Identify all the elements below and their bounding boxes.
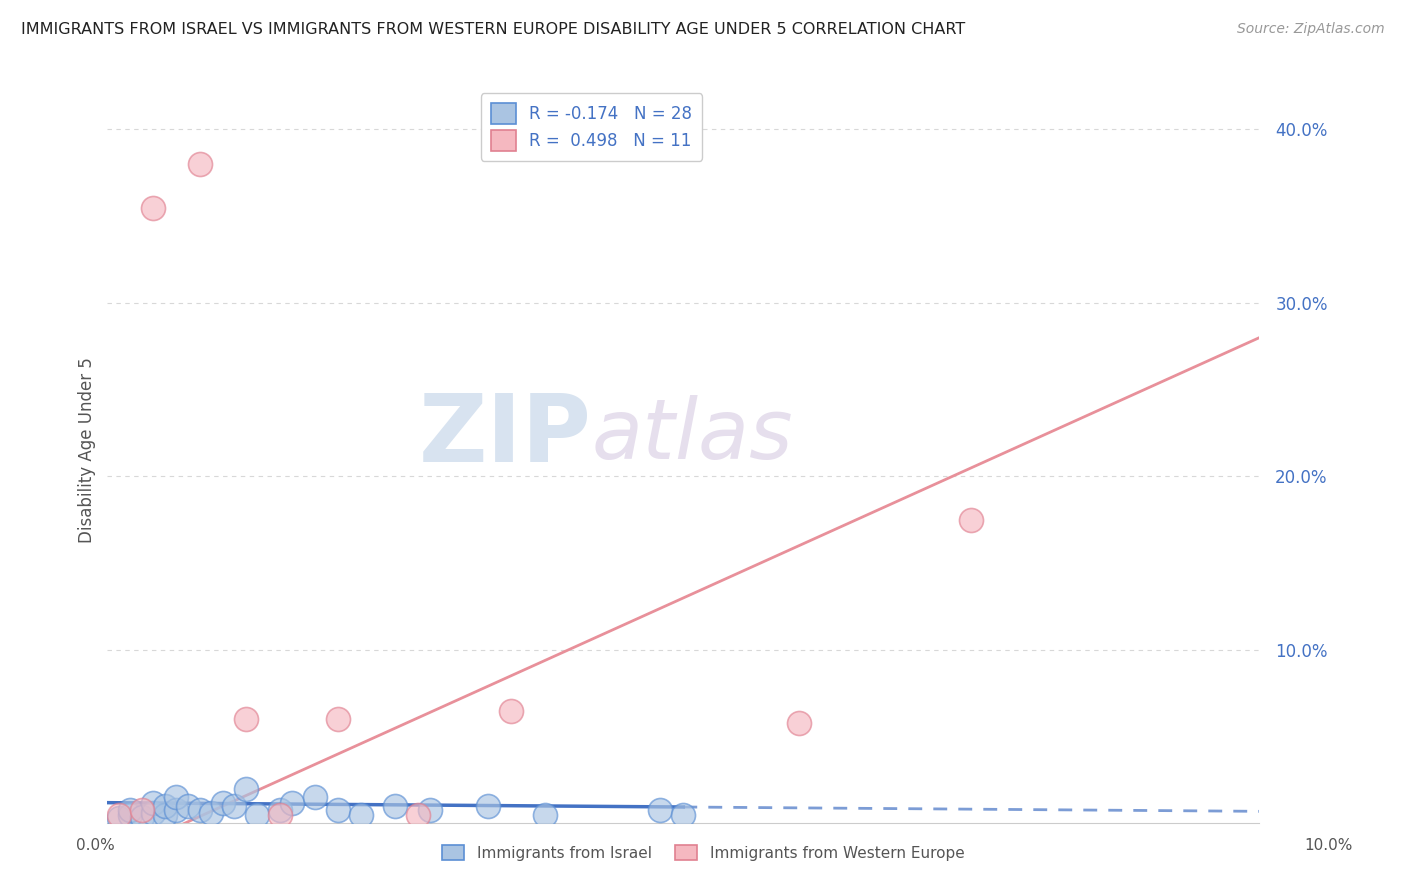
Y-axis label: Disability Age Under 5: Disability Age Under 5 — [79, 358, 96, 543]
Point — [269, 807, 291, 822]
Legend: R = -0.174   N = 28, R =  0.498   N = 11: R = -0.174 N = 28, R = 0.498 N = 11 — [481, 94, 702, 161]
Text: atlas: atlas — [591, 395, 793, 476]
Point — [166, 790, 188, 805]
Point — [131, 803, 153, 817]
Point — [108, 807, 131, 822]
Text: 0.0%: 0.0% — [76, 838, 115, 853]
Point — [188, 803, 211, 817]
Point — [419, 803, 441, 817]
Point — [280, 796, 302, 810]
Point — [153, 807, 176, 822]
Point — [120, 803, 142, 817]
Point — [326, 803, 349, 817]
Legend: Immigrants from Israel, Immigrants from Western Europe: Immigrants from Israel, Immigrants from … — [434, 837, 972, 868]
Point — [108, 811, 131, 825]
Point — [650, 803, 672, 817]
Point — [499, 704, 522, 718]
Point — [960, 513, 983, 527]
Text: Source: ZipAtlas.com: Source: ZipAtlas.com — [1237, 22, 1385, 37]
Point — [304, 790, 326, 805]
Point — [177, 799, 200, 814]
Point — [142, 201, 165, 215]
Point — [188, 157, 211, 171]
Text: 10.0%: 10.0% — [1305, 838, 1353, 853]
Point — [222, 799, 245, 814]
Point — [142, 806, 165, 821]
Point — [120, 807, 142, 822]
Text: IMMIGRANTS FROM ISRAEL VS IMMIGRANTS FROM WESTERN EUROPE DISABILITY AGE UNDER 5 : IMMIGRANTS FROM ISRAEL VS IMMIGRANTS FRO… — [21, 22, 966, 37]
Point — [153, 799, 176, 814]
Point — [142, 796, 165, 810]
Point — [350, 807, 373, 822]
Point — [326, 712, 349, 726]
Point — [477, 799, 499, 814]
Point — [235, 712, 257, 726]
Point — [787, 715, 810, 730]
Point — [235, 781, 257, 796]
Point — [408, 807, 430, 822]
Point — [166, 803, 188, 817]
Point — [672, 807, 695, 822]
Text: ZIP: ZIP — [419, 390, 591, 482]
Point — [131, 809, 153, 823]
Point — [211, 796, 233, 810]
Point — [200, 806, 222, 821]
Point — [269, 803, 291, 817]
Point — [246, 807, 269, 822]
Point — [534, 807, 557, 822]
Point — [384, 799, 406, 814]
